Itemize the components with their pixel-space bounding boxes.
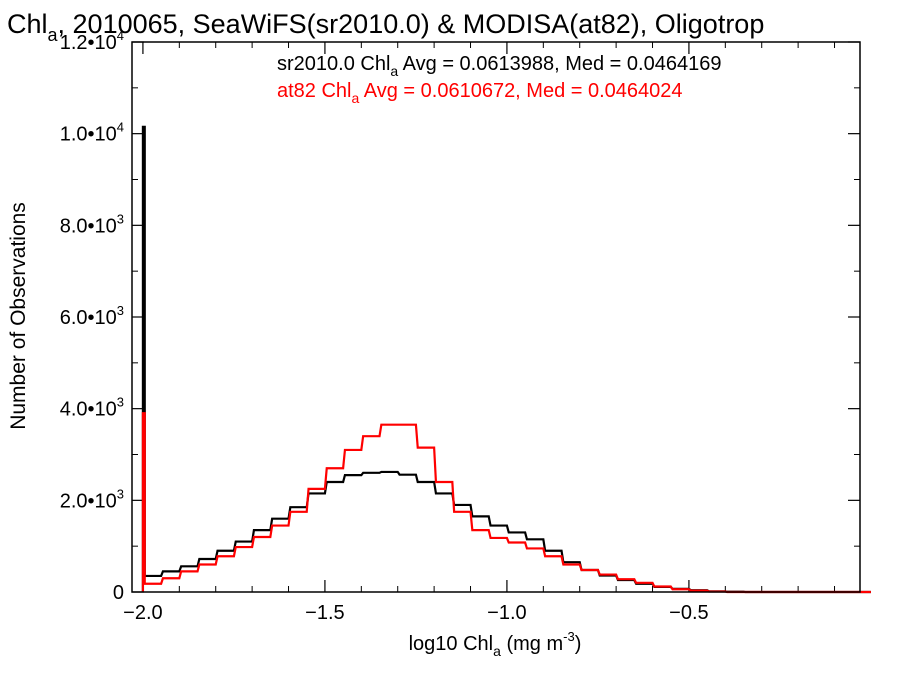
y-tick-label: 8.0•103 <box>60 211 124 237</box>
legend-annotations: sr2010.0 Chla Avg = 0.0613988, Med = 0.0… <box>277 53 721 106</box>
series-lines <box>141 125 871 594</box>
stats-annotation-2: at82 Chla Avg = 0.0610672, Med = 0.04640… <box>277 80 683 106</box>
y-tick-label: 2.0•103 <box>60 486 124 512</box>
chart-title: Chla, 2010065, SeaWiFS(sr2010.0) & MODIS… <box>7 9 764 45</box>
y-axis-label: Number of Observations <box>7 202 30 430</box>
y-tick-label: 1.2•104 <box>60 28 124 54</box>
y-tick-label: 1.0•104 <box>60 120 124 146</box>
y-tick-label: 0 <box>113 582 124 604</box>
x-axis-ticks: −2.0 −1.5 −1.0 −0.5 <box>123 42 836 624</box>
series-line-2 <box>141 412 871 594</box>
plot-frame <box>131 41 861 593</box>
x-tick-label: −0.5 <box>669 602 708 624</box>
series-line-1 <box>141 125 871 594</box>
x-tick-label: −2.0 <box>123 602 162 624</box>
y-tick-label: 6.0•103 <box>60 303 124 329</box>
stats-annotation-1: sr2010.0 Chla Avg = 0.0613988, Med = 0.0… <box>277 53 721 79</box>
y-axis-ticks: 0 2.0•103 4.0•103 6.0•103 8.0•103 1.0•104 1.2•… <box>60 28 860 604</box>
plot-area: 0 2.0•103 4.0•103 6.0•103 8.0•103 1.0•104 1.2•… <box>60 28 871 624</box>
x-tick-label: −1.5 <box>305 602 344 624</box>
y-tick-label: 4.0•103 <box>60 395 124 421</box>
x-tick-label: −1.0 <box>487 602 526 624</box>
x-axis-label: log10 Chla (mg m-3) <box>409 629 582 659</box>
